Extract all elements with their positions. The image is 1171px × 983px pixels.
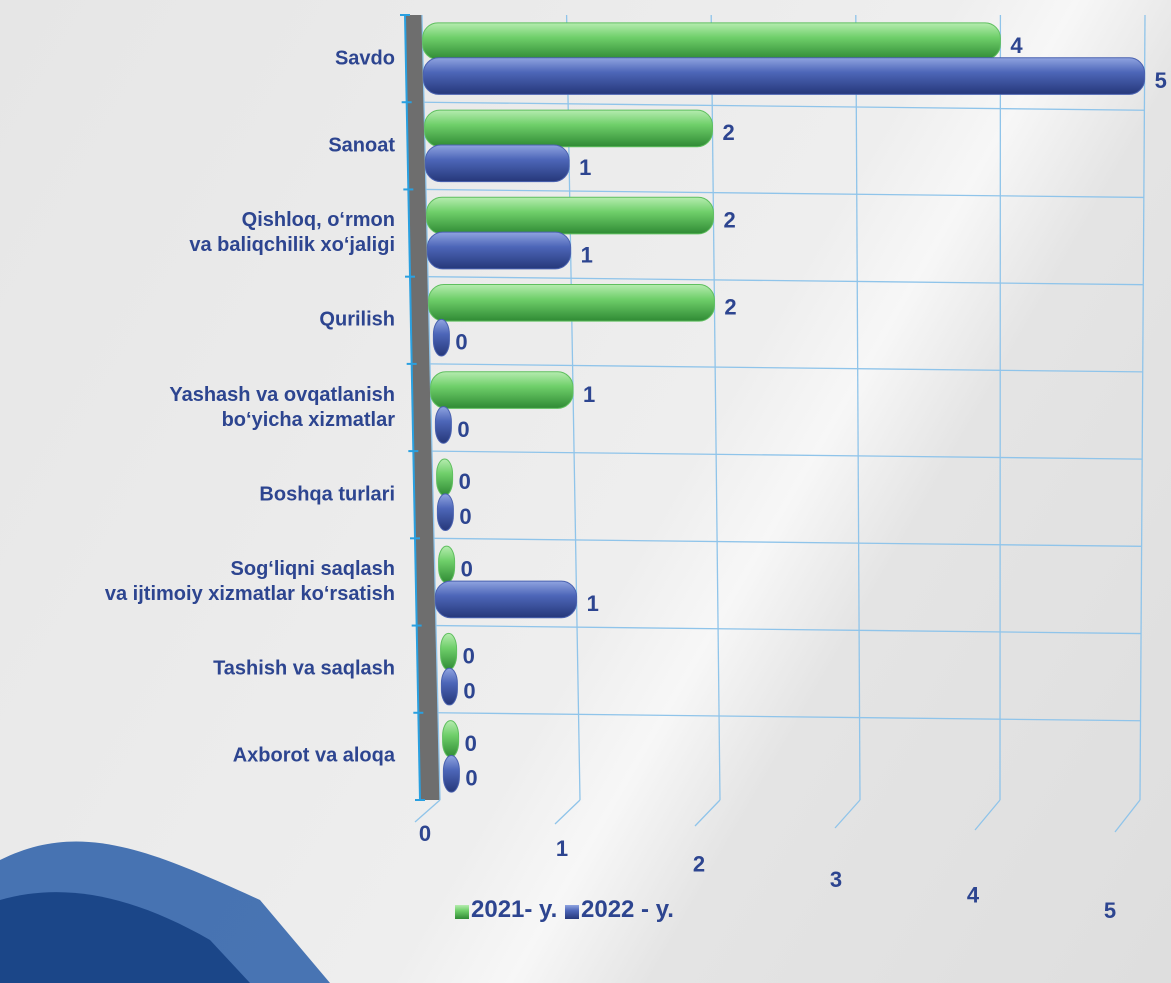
x-tick-label: 4 bbox=[967, 882, 980, 907]
data-label: 0 bbox=[465, 766, 477, 791]
tick-mark bbox=[554, 799, 581, 825]
x-tick-label: 1 bbox=[556, 836, 568, 861]
bar bbox=[434, 580, 578, 619]
data-label: 1 bbox=[581, 242, 593, 267]
data-label: 4 bbox=[1010, 33, 1023, 58]
x-tick-label: 5 bbox=[1104, 898, 1116, 923]
decoration bbox=[0, 892, 250, 983]
x-tick-label: 3 bbox=[830, 867, 842, 892]
bar bbox=[426, 231, 572, 270]
y-tick-label: Axborot va aloqa bbox=[232, 744, 395, 767]
bar bbox=[424, 144, 570, 183]
data-label: 0 bbox=[457, 417, 469, 442]
data-label: 2 bbox=[722, 120, 734, 145]
bar bbox=[442, 755, 460, 793]
y-tick-label: Qishloq, o‘rmon va baliqchilik xo‘jaligi bbox=[189, 209, 395, 257]
data-label: 0 bbox=[459, 469, 471, 494]
y-tick-label: Sanoat bbox=[328, 134, 395, 157]
grid-line bbox=[429, 363, 1143, 373]
grid-line bbox=[427, 276, 1144, 286]
x-tick-label: 0 bbox=[419, 821, 431, 846]
data-label: 0 bbox=[455, 330, 467, 355]
y-tick-label: Yashash va ovqatlanish bo‘yicha xizmatla… bbox=[169, 383, 395, 431]
data-label: 1 bbox=[587, 591, 599, 616]
grid-line bbox=[423, 101, 1145, 111]
grid-line bbox=[710, 14, 721, 801]
y-tick-label: Qurilish bbox=[319, 308, 395, 331]
tick-mark bbox=[834, 799, 861, 829]
bar bbox=[432, 318, 450, 357]
tick-mark bbox=[1114, 799, 1141, 833]
x-tick-label: 2 bbox=[693, 852, 705, 877]
bar bbox=[422, 22, 1001, 60]
y-tick-label: Sog‘liqni saqlash va ijtimoiy xizmatlar … bbox=[104, 557, 395, 605]
bar bbox=[436, 458, 454, 497]
legend-label: 2022 - y. bbox=[581, 896, 674, 923]
data-label: 0 bbox=[463, 644, 475, 669]
bar bbox=[434, 406, 452, 444]
bar bbox=[424, 109, 713, 148]
legend-swatch bbox=[455, 905, 469, 919]
grid-line bbox=[433, 537, 1142, 547]
data-label: 0 bbox=[465, 731, 477, 756]
grid-line bbox=[421, 14, 441, 801]
tick-mark bbox=[974, 799, 1001, 831]
side-wall bbox=[405, 15, 440, 800]
bar bbox=[438, 545, 456, 584]
data-label: 1 bbox=[583, 382, 595, 407]
legend-label: 2021- y. bbox=[471, 896, 558, 923]
bar bbox=[442, 720, 460, 758]
bar bbox=[428, 284, 715, 322]
y-tick-label: Savdo bbox=[334, 47, 395, 70]
y-tick-label: Tashish va saqlash bbox=[213, 657, 395, 680]
grid-line bbox=[855, 14, 861, 801]
y-axis bbox=[404, 14, 421, 801]
data-label: 1 bbox=[579, 155, 591, 180]
bar bbox=[436, 493, 454, 531]
data-label: 0 bbox=[461, 556, 473, 581]
bar bbox=[422, 57, 1146, 95]
grid-line bbox=[1139, 14, 1146, 801]
grid-line bbox=[437, 712, 1141, 722]
grid-line bbox=[435, 624, 1142, 635]
tick-mark bbox=[414, 799, 441, 823]
bar bbox=[426, 196, 714, 235]
data-label: 0 bbox=[463, 678, 475, 703]
data-label: 2 bbox=[723, 207, 735, 232]
grid-line bbox=[425, 188, 1144, 199]
bar bbox=[430, 371, 574, 409]
legend-swatch bbox=[565, 905, 579, 919]
data-label: 0 bbox=[459, 504, 471, 529]
grid-line bbox=[431, 450, 1143, 460]
data-label: 2 bbox=[724, 295, 736, 320]
bar bbox=[440, 667, 458, 706]
tick-mark bbox=[694, 799, 721, 827]
bar bbox=[440, 632, 458, 671]
data-label: 5 bbox=[1155, 68, 1167, 93]
y-tick-label: Boshqa turlari bbox=[259, 483, 395, 506]
